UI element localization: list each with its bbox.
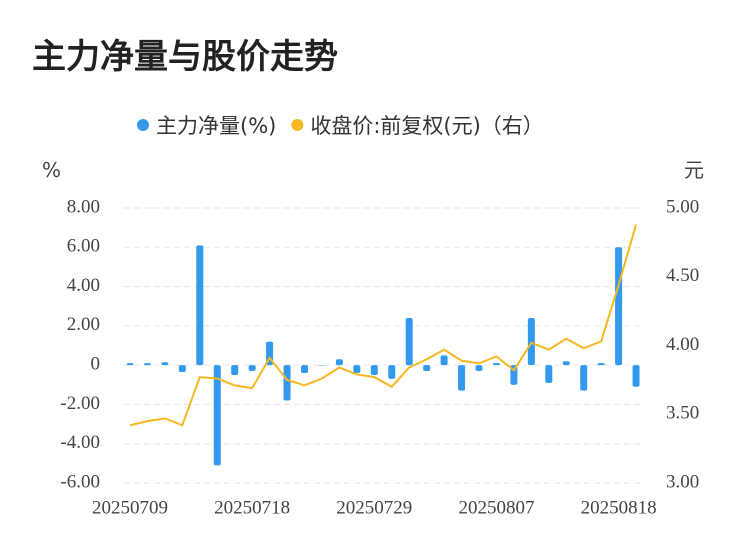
bar bbox=[143, 363, 151, 366]
legend-label: 主力净量(%) bbox=[156, 114, 276, 138]
price-line bbox=[129, 224, 638, 427]
x-tick-label: 20250718 bbox=[214, 497, 290, 518]
y2-axis-label: 元 bbox=[684, 158, 704, 182]
chart-title: 主力净量与股价走势 bbox=[32, 37, 338, 77]
bar bbox=[196, 245, 204, 366]
bar bbox=[440, 355, 448, 366]
bar bbox=[178, 365, 186, 373]
y-tick-label: -4.00 bbox=[60, 432, 100, 453]
bar bbox=[353, 365, 361, 373]
x-tick-label: 20250709 bbox=[92, 497, 168, 518]
bar bbox=[318, 365, 326, 366]
bar bbox=[301, 365, 308, 373]
bar bbox=[597, 363, 605, 366]
y-tick-label: -6.00 bbox=[60, 471, 100, 492]
bar bbox=[370, 365, 378, 375]
y-tick-label: -2.00 bbox=[60, 393, 100, 414]
y2-tick-label: 4.00 bbox=[666, 334, 699, 355]
bar bbox=[580, 365, 588, 391]
y-tick-label: 8.00 bbox=[67, 196, 100, 217]
bar bbox=[213, 365, 221, 466]
bar bbox=[388, 365, 396, 379]
bar bbox=[632, 365, 640, 387]
bar bbox=[615, 247, 623, 366]
bar bbox=[492, 363, 500, 366]
x-tick-label: 20250818 bbox=[581, 497, 657, 518]
bar bbox=[527, 318, 535, 366]
bar bbox=[161, 362, 169, 366]
bar bbox=[231, 365, 239, 375]
bar bbox=[562, 361, 570, 366]
bar bbox=[405, 318, 413, 366]
y2-tick-label: 3.00 bbox=[666, 471, 699, 492]
bar bbox=[545, 365, 553, 383]
bar bbox=[423, 365, 431, 372]
bar bbox=[475, 365, 483, 372]
y-axis-label: % bbox=[42, 158, 61, 182]
bar bbox=[248, 365, 256, 372]
legend-marker bbox=[291, 119, 304, 131]
x-tick-label: 20250729 bbox=[336, 497, 412, 518]
legend-label: 收盘价:前复权(元)（右） bbox=[310, 114, 543, 138]
bar bbox=[335, 359, 343, 366]
y2-tick-label: 4.50 bbox=[666, 265, 699, 286]
bar bbox=[126, 363, 134, 366]
legend-marker bbox=[137, 119, 149, 131]
y-tick-label: 0 bbox=[91, 354, 101, 375]
bar bbox=[458, 365, 466, 391]
x-tick-label: 20250807 bbox=[458, 497, 534, 518]
y2-tick-label: 5.00 bbox=[666, 196, 699, 217]
y-tick-label: 4.00 bbox=[67, 275, 100, 296]
y-tick-label: 2.00 bbox=[67, 314, 100, 335]
y2-tick-label: 3.50 bbox=[666, 403, 699, 424]
bar bbox=[283, 365, 291, 401]
y-tick-label: 6.00 bbox=[67, 236, 100, 257]
